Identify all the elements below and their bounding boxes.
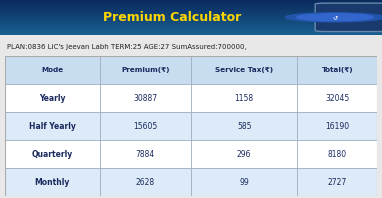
FancyBboxPatch shape [100,112,191,140]
FancyBboxPatch shape [191,84,297,112]
FancyBboxPatch shape [191,168,297,196]
Text: Mode: Mode [41,67,63,73]
Text: 585: 585 [237,122,251,131]
FancyBboxPatch shape [297,112,377,140]
Text: Yearly: Yearly [39,94,65,103]
FancyBboxPatch shape [5,168,100,196]
FancyBboxPatch shape [100,168,191,196]
Text: Monthly: Monthly [34,178,70,187]
FancyBboxPatch shape [315,3,382,31]
FancyBboxPatch shape [5,112,100,140]
FancyBboxPatch shape [191,56,297,84]
Text: Total(₹): Total(₹) [322,67,353,73]
Text: Service Tax(₹): Service Tax(₹) [215,67,273,73]
Text: 1158: 1158 [235,94,254,103]
Text: 296: 296 [237,150,251,159]
FancyBboxPatch shape [100,84,191,112]
Text: 16190: 16190 [325,122,350,131]
Text: Half Yearly: Half Yearly [29,122,76,131]
FancyBboxPatch shape [100,56,191,84]
Text: Premium Calculator: Premium Calculator [103,11,241,24]
Text: 99: 99 [239,178,249,187]
FancyBboxPatch shape [297,84,377,112]
Text: back: back [349,14,366,20]
Text: 32045: 32045 [325,94,350,103]
Circle shape [297,14,373,21]
Circle shape [285,13,382,22]
FancyBboxPatch shape [297,56,377,84]
FancyBboxPatch shape [191,140,297,168]
Text: 2727: 2727 [328,178,347,187]
Text: 7884: 7884 [136,150,155,159]
FancyBboxPatch shape [5,84,100,112]
FancyBboxPatch shape [5,56,100,84]
Text: 15605: 15605 [133,122,157,131]
FancyBboxPatch shape [297,168,377,196]
FancyBboxPatch shape [297,140,377,168]
Text: 8180: 8180 [328,150,347,159]
FancyBboxPatch shape [100,140,191,168]
Text: 2628: 2628 [136,178,155,187]
Text: 30887: 30887 [133,94,157,103]
FancyBboxPatch shape [191,112,297,140]
Text: ↺: ↺ [332,15,338,20]
Text: PLAN:0836 LIC's Jeevan Labh TERM:25 AGE:27 SumAssured:700000,: PLAN:0836 LIC's Jeevan Labh TERM:25 AGE:… [7,44,247,50]
Text: Premium(₹): Premium(₹) [121,67,170,73]
FancyBboxPatch shape [5,140,100,168]
Text: Quarterly: Quarterly [31,150,73,159]
